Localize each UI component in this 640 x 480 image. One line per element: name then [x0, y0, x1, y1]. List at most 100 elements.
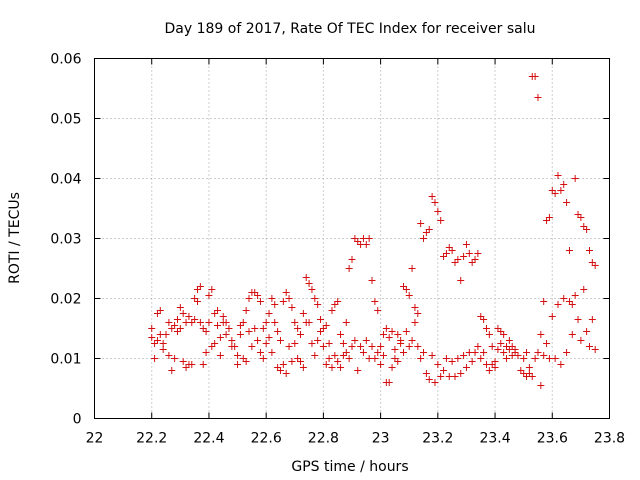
data-point [534, 349, 542, 356]
data-point [271, 319, 279, 326]
x-axis-label: GPS time / hours [291, 459, 408, 475]
data-point [548, 187, 556, 194]
data-point [208, 343, 216, 350]
data-point [394, 331, 402, 338]
data-point [580, 223, 588, 230]
data-point [511, 346, 519, 353]
data-point [402, 286, 410, 293]
data-point [460, 253, 468, 260]
data-point [334, 298, 342, 305]
data-point [588, 259, 596, 266]
data-point [231, 343, 239, 350]
data-point [236, 322, 244, 329]
data-point [325, 355, 333, 362]
data-point [574, 211, 582, 218]
data-point [351, 337, 359, 344]
data-point [288, 304, 296, 311]
data-point [422, 370, 430, 377]
data-point [354, 238, 362, 245]
data-point [148, 334, 156, 341]
data-point [568, 331, 576, 338]
data-point [451, 373, 459, 380]
x-tick-label: 23.4 [479, 431, 510, 447]
y-axis-label: ROTI / TECUs [7, 192, 23, 284]
data-point [297, 331, 304, 338]
data-point [523, 349, 531, 356]
data-point [379, 352, 387, 359]
data-point [148, 325, 156, 332]
data-point [554, 172, 562, 179]
data-point [205, 292, 213, 299]
data-point [182, 364, 190, 371]
data-point [282, 289, 290, 296]
data-point [577, 214, 585, 221]
data-point [500, 349, 508, 356]
data-point [188, 361, 196, 368]
data-point [268, 295, 276, 302]
data-point [394, 358, 402, 365]
data-point [408, 337, 416, 344]
data-point [274, 328, 282, 335]
data-point [222, 319, 230, 326]
data-point [531, 73, 539, 80]
data-point [348, 256, 356, 263]
data-point [371, 355, 379, 362]
data-point [308, 340, 316, 347]
data-point [305, 280, 313, 287]
data-point [437, 373, 445, 380]
data-point [471, 256, 479, 263]
data-point [171, 322, 179, 329]
data-point [374, 307, 382, 314]
data-point [571, 292, 579, 299]
data-point [437, 217, 445, 224]
data-point [528, 373, 536, 380]
data-point [425, 226, 433, 233]
data-point [585, 343, 593, 350]
data-point [211, 310, 219, 317]
data-point [337, 331, 345, 338]
data-point [417, 220, 425, 227]
x-tick-label: 22.8 [308, 431, 339, 447]
data-point [371, 298, 379, 305]
data-point [454, 256, 462, 263]
data-point [214, 307, 222, 314]
data-point [199, 325, 207, 332]
data-point [311, 352, 319, 359]
x-tick-label: 22 [86, 431, 104, 447]
data-point [285, 295, 293, 302]
data-point [254, 337, 262, 344]
data-point [482, 325, 490, 332]
data-point [431, 199, 439, 206]
data-point [302, 274, 310, 281]
data-point [188, 319, 196, 326]
data-point [259, 355, 267, 362]
data-point [162, 331, 170, 338]
data-point [314, 301, 322, 308]
data-point [314, 337, 322, 344]
data-point [425, 376, 433, 383]
data-point [545, 214, 553, 221]
x-tick-label: 23.6 [537, 431, 568, 447]
data-point [525, 364, 533, 371]
data-point [485, 331, 493, 338]
data-point [405, 343, 413, 350]
data-point [494, 346, 502, 353]
data-point [574, 316, 582, 323]
data-point [431, 379, 439, 386]
data-point [251, 289, 259, 296]
data-point [325, 340, 333, 347]
axis-ticks: 22 22.2 22.4 22.6 22.8 23 23.2 23.4 23.6 23.8 0 0.0… [50, 52, 625, 447]
data-point [485, 367, 493, 374]
data-point [294, 355, 302, 362]
data-point [457, 277, 465, 284]
data-point [377, 343, 385, 350]
data-point [362, 337, 370, 344]
data-point [342, 319, 350, 326]
data-point [520, 355, 528, 362]
data-point [400, 349, 407, 356]
data-point [583, 328, 591, 335]
data-point [297, 358, 304, 365]
data-point [565, 247, 573, 254]
data-point [585, 247, 593, 254]
